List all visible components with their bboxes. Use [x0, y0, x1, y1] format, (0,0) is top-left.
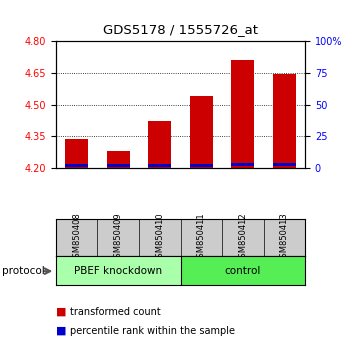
Bar: [65, 139, 88, 169]
Text: percentile rank within the sample: percentile rank within the sample: [70, 326, 235, 336]
Text: control: control: [225, 266, 261, 276]
Bar: [190, 96, 213, 169]
Bar: [148, 164, 171, 167]
Bar: [231, 163, 254, 166]
Text: GSM850413: GSM850413: [280, 212, 289, 263]
Text: GDS5178 / 1555726_at: GDS5178 / 1555726_at: [103, 23, 258, 36]
Bar: [231, 60, 254, 169]
Bar: [180, 257, 305, 285]
Text: PBEF knockdown: PBEF knockdown: [74, 266, 162, 276]
Bar: [273, 163, 296, 166]
Bar: [190, 164, 213, 167]
Text: GSM850409: GSM850409: [114, 212, 123, 263]
Bar: [107, 164, 130, 167]
Text: GSM850410: GSM850410: [155, 212, 164, 263]
Text: protocol: protocol: [2, 266, 44, 276]
Text: GSM850412: GSM850412: [238, 212, 247, 263]
Text: ■: ■: [56, 326, 66, 336]
Bar: [107, 152, 130, 169]
Bar: [273, 74, 296, 169]
Text: GSM850408: GSM850408: [72, 212, 81, 263]
Bar: [148, 120, 171, 169]
Text: transformed count: transformed count: [70, 307, 161, 316]
Text: GSM850411: GSM850411: [197, 212, 206, 263]
Bar: [65, 164, 88, 167]
Bar: [56, 257, 180, 285]
Text: ■: ■: [56, 307, 66, 316]
